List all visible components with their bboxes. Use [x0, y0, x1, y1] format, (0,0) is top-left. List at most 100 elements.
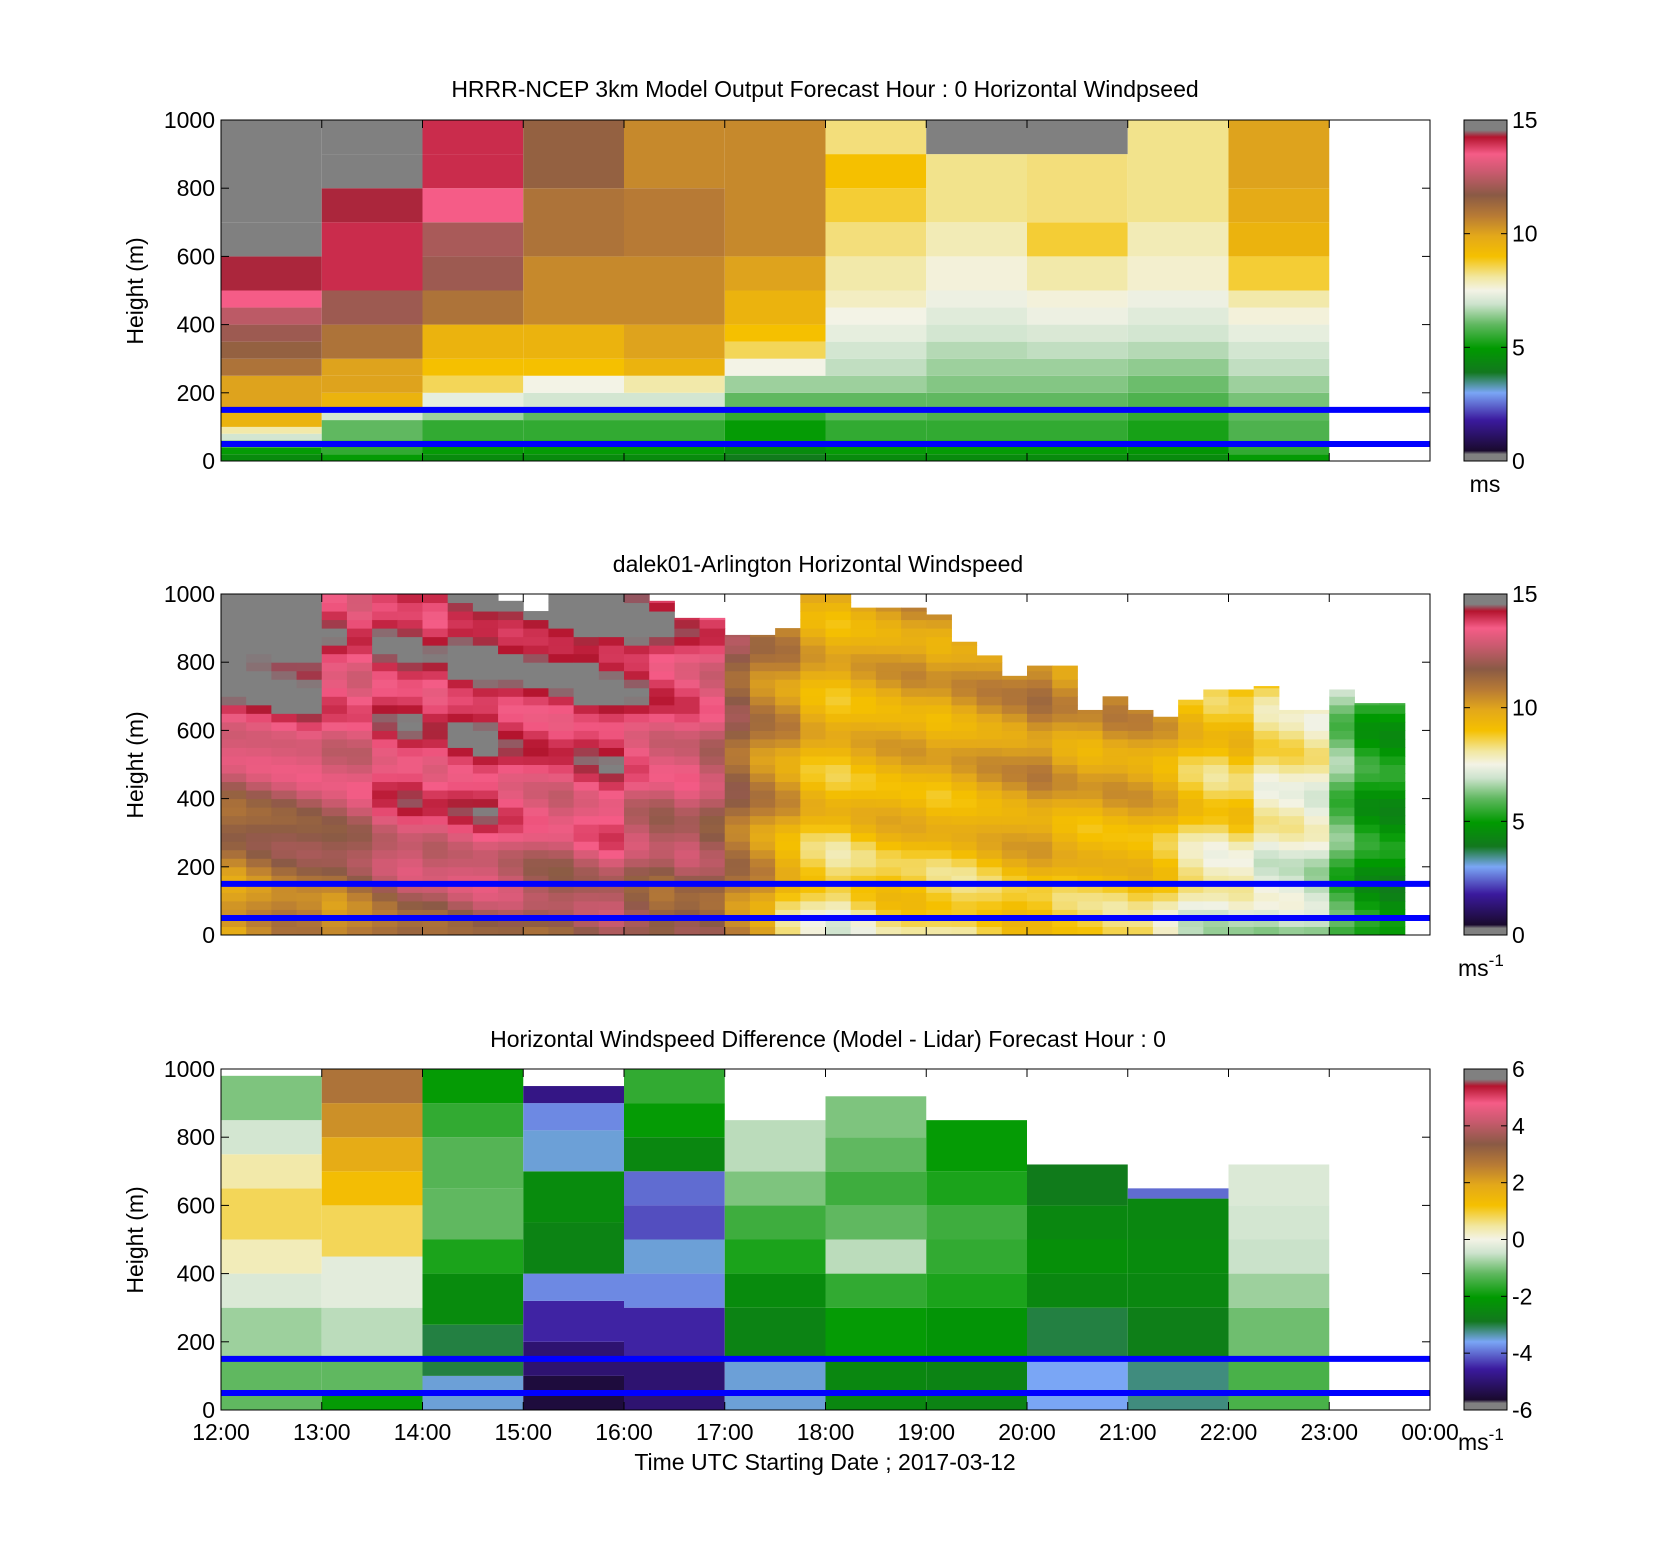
- heatmap-cell: [800, 687, 826, 697]
- heatmap-cell: [472, 832, 499, 842]
- heatmap-cell: [447, 670, 474, 680]
- heatmap-cell: [825, 679, 852, 689]
- heatmap-cell: [749, 696, 776, 706]
- heatmap-cell: [724, 875, 751, 885]
- heatmap-cell: [221, 120, 322, 223]
- heatmap-cell: [598, 917, 625, 927]
- heatmap-cell: [548, 687, 575, 697]
- heatmap-cell: [1304, 841, 1330, 851]
- heatmap-cell: [372, 798, 398, 808]
- heatmap-cell: [825, 858, 852, 868]
- heatmap-cell: [1253, 900, 1280, 910]
- heatmap-cell: [850, 858, 877, 868]
- heatmap-cell: [850, 687, 877, 697]
- heatmap-cell: [397, 849, 423, 859]
- heatmap-cell: [1127, 713, 1154, 723]
- heatmap-cell: [1052, 866, 1078, 876]
- heatmap-cell: [1102, 755, 1129, 765]
- heatmap-cell: [321, 790, 348, 800]
- heatmap-cell: [271, 713, 298, 723]
- heatmap-cell: [598, 909, 625, 919]
- heatmap-cell: [397, 679, 423, 689]
- heatmap-cell: [624, 420, 725, 441]
- heatmap-cell: [825, 420, 927, 441]
- heatmap-cell: [221, 324, 322, 342]
- heatmap-cell: [246, 841, 272, 851]
- heatmap-cell: [951, 738, 978, 748]
- heatmap-cell: [724, 909, 751, 919]
- heatmap-cell: [875, 653, 902, 663]
- heatmap-cell: [1228, 358, 1330, 376]
- heatmap-cell: [1379, 875, 1406, 885]
- heatmap-cell: [573, 619, 600, 629]
- heatmap-cell: [699, 926, 726, 936]
- heatmap-cell: [674, 917, 701, 927]
- heatmap-cell: [1027, 849, 1053, 859]
- heatmap-cell: [901, 849, 927, 859]
- heatmap-cell: [598, 926, 625, 936]
- heatmap-cell: [422, 256, 524, 291]
- heatmap-cell: [1379, 738, 1406, 748]
- heatmap-cell: [951, 892, 978, 902]
- heatmap-cell: [321, 696, 348, 706]
- heatmap-cell: [724, 679, 751, 689]
- heatmap-cell: [321, 883, 348, 893]
- heatmap-cell: [926, 375, 1027, 393]
- heatmap-cell: [1278, 909, 1305, 919]
- heatmap-cell: [1203, 841, 1229, 851]
- heatmap-cell: [598, 832, 625, 842]
- heatmap-cell: [447, 662, 474, 672]
- heatmap-cell: [624, 892, 650, 902]
- heatmap-cell: [724, 704, 751, 714]
- heatmap-cell: [246, 679, 272, 689]
- heatmap-cell: [901, 721, 927, 731]
- heatmap-cell: [472, 730, 499, 740]
- svg-text:ms-1: ms-1: [1458, 951, 1504, 981]
- heatmap-cell: [397, 858, 423, 868]
- heatmap-cell: [598, 696, 625, 706]
- heatmap-cell: [1253, 696, 1280, 706]
- heatmap-cell: [901, 636, 927, 646]
- heatmap-cell: [1127, 358, 1229, 376]
- heatmap-cell: [271, 790, 298, 800]
- heatmap-cell: [825, 687, 852, 697]
- heatmap-cell: [800, 755, 826, 765]
- heatmap-cell: [523, 619, 549, 629]
- heatmap-cell: [422, 324, 524, 359]
- heatmap-cell: [296, 917, 323, 927]
- heatmap-cell: [523, 730, 549, 740]
- heatmap-cell: [372, 662, 398, 672]
- heatmap-cell: [1203, 721, 1229, 731]
- heatmap-cell: [346, 926, 373, 936]
- heatmap-cell: [1001, 781, 1028, 791]
- heatmap-cell: [447, 815, 474, 825]
- heatmap-cell: [1127, 900, 1154, 910]
- heatmap-cell: [498, 764, 524, 774]
- heatmap-cell: [1354, 713, 1381, 723]
- heatmap-cell: [523, 824, 549, 834]
- heatmap-cell: [976, 704, 1003, 714]
- heatmap-cell: [624, 807, 650, 817]
- heatmap-cell: [775, 798, 801, 808]
- heatmap-cell: [976, 849, 1003, 859]
- heatmap-cell: [498, 807, 524, 817]
- heatmap-cell: [523, 670, 549, 680]
- heatmap-cell: [624, 679, 650, 689]
- heatmap-cell: [1102, 849, 1129, 859]
- heatmap-cell: [246, 594, 272, 604]
- heatmap-cell: [1102, 696, 1129, 706]
- heatmap-cell: [523, 1086, 624, 1104]
- heatmap-cell: [674, 815, 701, 825]
- heatmap-cell: [598, 790, 625, 800]
- heatmap-cell: [1203, 917, 1229, 927]
- heatmap-cell: [422, 1324, 524, 1376]
- heatmap-cell: [372, 909, 398, 919]
- heatmap-cell: [397, 875, 423, 885]
- heatmap-cell: [1203, 909, 1229, 919]
- heatmap-cell: [271, 670, 298, 680]
- heatmap-cell: [1102, 858, 1129, 868]
- panel-model-heatmap: [221, 120, 1330, 461]
- heatmap-cell: [1127, 781, 1154, 791]
- heatmap-cell: [875, 858, 902, 868]
